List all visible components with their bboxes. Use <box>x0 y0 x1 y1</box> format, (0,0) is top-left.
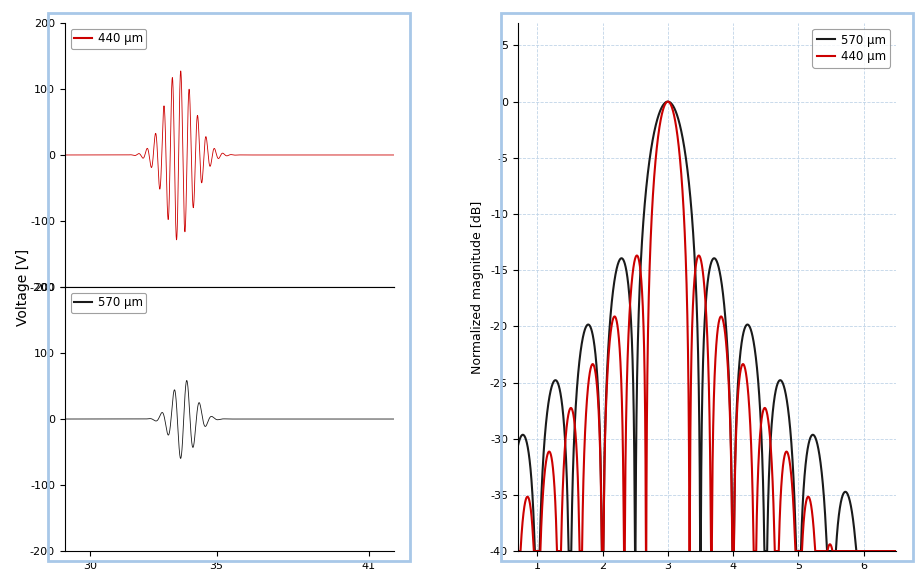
Legend: 570 μm: 570 μm <box>70 293 146 313</box>
Legend: 570 μm, 440 μm: 570 μm, 440 μm <box>812 29 891 68</box>
Legend: 440 μm: 440 μm <box>70 29 146 49</box>
Y-axis label: Normalized magnitude [dB]: Normalized magnitude [dB] <box>471 200 484 374</box>
Text: Voltage [V]: Voltage [V] <box>16 249 30 325</box>
